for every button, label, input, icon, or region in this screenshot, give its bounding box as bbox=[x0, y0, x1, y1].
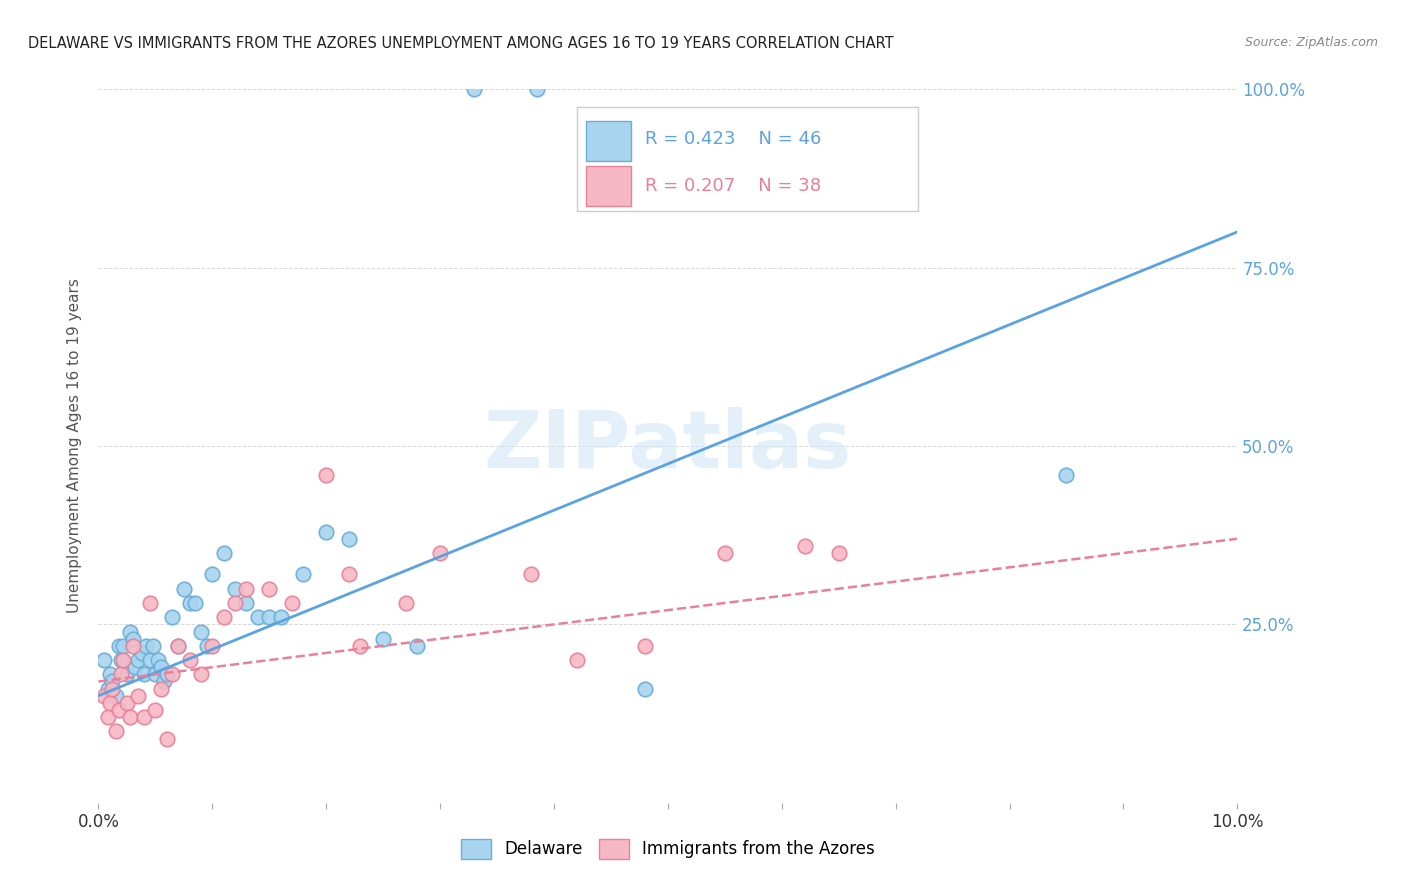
Point bbox=[135, 639, 157, 653]
Point bbox=[349, 639, 371, 653]
Point bbox=[337, 532, 360, 546]
Point bbox=[156, 667, 179, 681]
Point bbox=[634, 681, 657, 696]
Point bbox=[101, 674, 124, 689]
Point bbox=[201, 567, 224, 582]
Point bbox=[101, 681, 124, 696]
Point bbox=[235, 582, 257, 596]
Point bbox=[167, 639, 190, 653]
Text: R = 0.423    N = 46: R = 0.423 N = 46 bbox=[645, 130, 821, 148]
Point bbox=[104, 724, 127, 739]
Point bbox=[93, 653, 115, 667]
Point bbox=[142, 639, 165, 653]
Point bbox=[184, 596, 207, 610]
Point bbox=[224, 596, 246, 610]
Point bbox=[292, 567, 315, 582]
Bar bbox=[586, 166, 631, 205]
Point bbox=[132, 710, 155, 724]
Point bbox=[121, 632, 143, 646]
Point bbox=[131, 646, 153, 660]
Point bbox=[190, 667, 212, 681]
Point bbox=[1056, 467, 1078, 482]
Point bbox=[120, 710, 142, 724]
Point bbox=[132, 667, 155, 681]
Point bbox=[828, 546, 851, 560]
FancyBboxPatch shape bbox=[576, 107, 918, 211]
Point bbox=[212, 546, 235, 560]
Point bbox=[395, 596, 418, 610]
Point bbox=[714, 546, 737, 560]
Point bbox=[281, 596, 304, 610]
Point bbox=[526, 82, 548, 96]
Point bbox=[259, 610, 281, 624]
Point bbox=[110, 667, 132, 681]
Point bbox=[315, 524, 337, 539]
Point bbox=[98, 696, 121, 710]
Point bbox=[793, 539, 815, 553]
Point bbox=[179, 596, 201, 610]
Y-axis label: Unemployment Among Ages 16 to 19 years: Unemployment Among Ages 16 to 19 years bbox=[67, 278, 83, 614]
Point bbox=[108, 639, 131, 653]
Point bbox=[115, 667, 138, 681]
Legend: Delaware, Immigrants from the Azores: Delaware, Immigrants from the Azores bbox=[454, 832, 882, 866]
Point bbox=[235, 596, 257, 610]
Point bbox=[98, 667, 121, 681]
Point bbox=[634, 639, 657, 653]
Point bbox=[201, 639, 224, 653]
Point bbox=[224, 582, 246, 596]
Point bbox=[337, 567, 360, 582]
Point bbox=[138, 596, 160, 610]
Point bbox=[96, 710, 118, 724]
Point bbox=[406, 639, 429, 653]
Text: ZIPatlas: ZIPatlas bbox=[484, 407, 852, 485]
Point bbox=[110, 653, 132, 667]
Point bbox=[112, 653, 135, 667]
Point bbox=[162, 610, 184, 624]
Point bbox=[127, 689, 149, 703]
Point bbox=[156, 731, 179, 746]
Text: DELAWARE VS IMMIGRANTS FROM THE AZORES UNEMPLOYMENT AMONG AGES 16 TO 19 YEARS CO: DELAWARE VS IMMIGRANTS FROM THE AZORES U… bbox=[28, 36, 894, 51]
Point bbox=[120, 624, 142, 639]
Point bbox=[520, 567, 543, 582]
Point bbox=[463, 82, 485, 96]
Point bbox=[270, 610, 292, 624]
Point bbox=[173, 582, 195, 596]
Point bbox=[190, 624, 212, 639]
Point bbox=[371, 632, 394, 646]
Point bbox=[150, 660, 173, 674]
Point bbox=[429, 546, 451, 560]
Text: R = 0.207    N = 38: R = 0.207 N = 38 bbox=[645, 177, 821, 194]
Point bbox=[121, 639, 143, 653]
Point bbox=[108, 703, 131, 717]
Bar bbox=[586, 121, 631, 161]
Point bbox=[104, 689, 127, 703]
Point bbox=[146, 653, 169, 667]
Text: Source: ZipAtlas.com: Source: ZipAtlas.com bbox=[1244, 36, 1378, 49]
Point bbox=[565, 653, 588, 667]
Point bbox=[145, 667, 167, 681]
Point bbox=[179, 653, 201, 667]
Point bbox=[145, 703, 167, 717]
Point bbox=[259, 582, 281, 596]
Point bbox=[150, 681, 173, 696]
Point bbox=[96, 681, 118, 696]
Point bbox=[315, 467, 337, 482]
Point bbox=[115, 696, 138, 710]
Point bbox=[162, 667, 184, 681]
Point bbox=[93, 689, 115, 703]
Point bbox=[153, 674, 176, 689]
Point bbox=[127, 653, 149, 667]
Point bbox=[195, 639, 218, 653]
Point bbox=[138, 653, 160, 667]
Point bbox=[112, 639, 135, 653]
Point bbox=[246, 610, 269, 624]
Point bbox=[167, 639, 190, 653]
Point bbox=[124, 660, 146, 674]
Point bbox=[212, 610, 235, 624]
